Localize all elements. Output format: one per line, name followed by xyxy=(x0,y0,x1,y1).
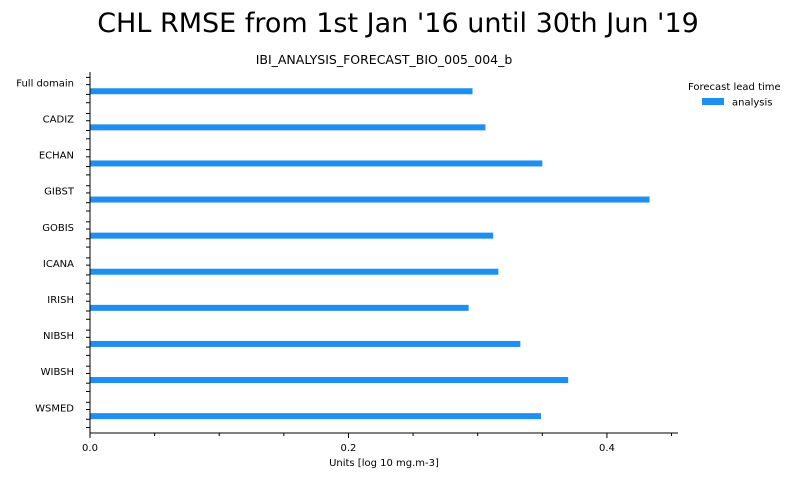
y-tick-label: NIBSH xyxy=(43,331,74,342)
y-tick-label: IRISH xyxy=(47,295,74,306)
y-tick-label: GOBIS xyxy=(42,223,74,234)
x-axis: 0.0 0.2 0.4 xyxy=(82,432,678,454)
chart-title: CHL RMSE from 1st Jan '16 until 30th Jun… xyxy=(97,8,699,39)
y-axis: Full domain CADIZ ECHAN GIBST GOBIS ICANA IRIS… xyxy=(16,72,91,433)
y-tick-label: WSMED xyxy=(35,403,74,414)
y-tick-label: CADIZ xyxy=(43,115,74,126)
x-axis-label: Units [log 10 mg.m-3] xyxy=(329,458,439,469)
legend: Forecast lead time analysis xyxy=(688,82,781,109)
bar-irish xyxy=(90,304,469,311)
legend-entry-label: analysis xyxy=(732,98,773,109)
bar-cadiz xyxy=(90,124,486,131)
y-tick-label: WIBSH xyxy=(41,367,74,378)
bar-wsmed xyxy=(90,413,542,420)
bar-wibsh xyxy=(90,377,569,384)
bar-nibsh xyxy=(90,340,521,347)
chart-subtitle: IBI_ANALYSIS_FORECAST_BIO_005_004_b xyxy=(256,52,513,67)
bar-gobis xyxy=(90,232,494,239)
y-tick-label: GIBST xyxy=(44,187,75,198)
x-tick-label: 0.0 xyxy=(82,443,98,454)
x-tick-label: 0.2 xyxy=(341,443,357,454)
y-tick-label: Full domain xyxy=(16,78,74,89)
y-tick-label: ECHAN xyxy=(39,151,74,162)
bar-echan xyxy=(90,160,543,167)
legend-swatch xyxy=(702,98,724,105)
x-tick-label: 0.4 xyxy=(599,443,615,454)
bar-gibst xyxy=(90,196,650,203)
plot-area xyxy=(90,88,650,420)
y-tick-label: ICANA xyxy=(43,259,74,270)
legend-title: Forecast lead time xyxy=(688,82,781,93)
bar-icana xyxy=(90,268,499,275)
bar-full-domain xyxy=(90,88,473,95)
